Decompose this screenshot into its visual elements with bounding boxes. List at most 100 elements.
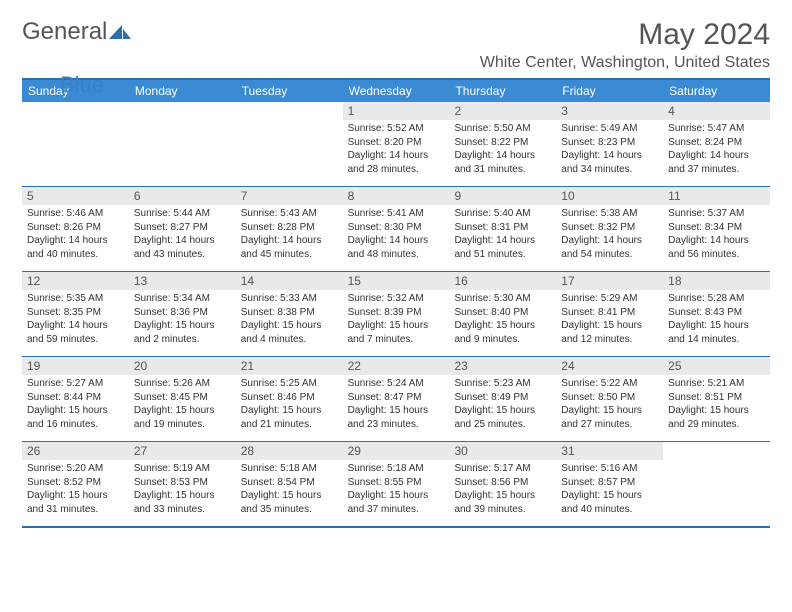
day-cell: 24Sunrise: 5:22 AMSunset: 8:50 PMDayligh…	[556, 357, 663, 441]
sunset-text: Sunset: 8:52 PM	[27, 476, 124, 490]
week-row: 26Sunrise: 5:20 AMSunset: 8:52 PMDayligh…	[22, 442, 770, 528]
daylight-text-1: Daylight: 15 hours	[348, 404, 445, 418]
daylight-text-2: and 4 minutes.	[241, 333, 338, 347]
day-body: Sunrise: 5:20 AMSunset: 8:52 PMDaylight:…	[22, 460, 129, 520]
sunset-text: Sunset: 8:32 PM	[561, 221, 658, 235]
sunrise-text: Sunrise: 5:37 AM	[668, 207, 765, 221]
daylight-text-2: and 54 minutes.	[561, 248, 658, 262]
day-number: 18	[663, 272, 770, 290]
daylight-text-2: and 40 minutes.	[27, 248, 124, 262]
day-body: Sunrise: 5:22 AMSunset: 8:50 PMDaylight:…	[556, 375, 663, 435]
daylight-text-2: and 35 minutes.	[241, 503, 338, 517]
day-body: Sunrise: 5:24 AMSunset: 8:47 PMDaylight:…	[343, 375, 450, 435]
daylight-text-1: Daylight: 14 hours	[27, 319, 124, 333]
daylight-text-2: and 2 minutes.	[134, 333, 231, 347]
day-body: Sunrise: 5:23 AMSunset: 8:49 PMDaylight:…	[449, 375, 556, 435]
day-number: 26	[22, 442, 129, 460]
daylight-text-1: Daylight: 14 hours	[348, 149, 445, 163]
daylight-text-2: and 19 minutes.	[134, 418, 231, 432]
day-number: 29	[343, 442, 450, 460]
day-cell: 2Sunrise: 5:50 AMSunset: 8:22 PMDaylight…	[449, 102, 556, 186]
sunrise-text: Sunrise: 5:49 AM	[561, 122, 658, 136]
sunrise-text: Sunrise: 5:52 AM	[348, 122, 445, 136]
day-cell: 28Sunrise: 5:18 AMSunset: 8:54 PMDayligh…	[236, 442, 343, 526]
sunrise-text: Sunrise: 5:26 AM	[134, 377, 231, 391]
sunrise-text: Sunrise: 5:18 AM	[241, 462, 338, 476]
day-empty	[22, 102, 129, 186]
sunrise-text: Sunrise: 5:34 AM	[134, 292, 231, 306]
day-body: Sunrise: 5:18 AMSunset: 8:54 PMDaylight:…	[236, 460, 343, 520]
day-empty	[236, 102, 343, 186]
daylight-text-2: and 37 minutes.	[348, 503, 445, 517]
day-number: 27	[129, 442, 236, 460]
week-row: 19Sunrise: 5:27 AMSunset: 8:44 PMDayligh…	[22, 357, 770, 442]
day-number: 5	[22, 187, 129, 205]
daylight-text-1: Daylight: 14 hours	[668, 149, 765, 163]
sunset-text: Sunset: 8:36 PM	[134, 306, 231, 320]
daylight-text-2: and 25 minutes.	[454, 418, 551, 432]
day-number: 20	[129, 357, 236, 375]
dayname-wednesday: Wednesday	[343, 80, 450, 102]
daylight-text-2: and 9 minutes.	[454, 333, 551, 347]
daylight-text-1: Daylight: 15 hours	[668, 319, 765, 333]
sunset-text: Sunset: 8:40 PM	[454, 306, 551, 320]
dayname-tuesday: Tuesday	[236, 80, 343, 102]
daylight-text-1: Daylight: 14 hours	[134, 234, 231, 248]
day-empty	[129, 102, 236, 186]
daylight-text-1: Daylight: 14 hours	[348, 234, 445, 248]
day-body: Sunrise: 5:27 AMSunset: 8:44 PMDaylight:…	[22, 375, 129, 435]
dayname-monday: Monday	[129, 80, 236, 102]
week-row: 5Sunrise: 5:46 AMSunset: 8:26 PMDaylight…	[22, 187, 770, 272]
daylight-text-2: and 51 minutes.	[454, 248, 551, 262]
daylight-text-2: and 45 minutes.	[241, 248, 338, 262]
day-body: Sunrise: 5:19 AMSunset: 8:53 PMDaylight:…	[129, 460, 236, 520]
daylight-text-1: Daylight: 15 hours	[134, 489, 231, 503]
day-body: Sunrise: 5:16 AMSunset: 8:57 PMDaylight:…	[556, 460, 663, 520]
sunrise-text: Sunrise: 5:19 AM	[134, 462, 231, 476]
day-cell: 9Sunrise: 5:40 AMSunset: 8:31 PMDaylight…	[449, 187, 556, 271]
sunrise-text: Sunrise: 5:50 AM	[454, 122, 551, 136]
daylight-text-1: Daylight: 14 hours	[561, 234, 658, 248]
daylight-text-1: Daylight: 14 hours	[454, 149, 551, 163]
sunset-text: Sunset: 8:53 PM	[134, 476, 231, 490]
daylight-text-1: Daylight: 15 hours	[134, 319, 231, 333]
day-cell: 19Sunrise: 5:27 AMSunset: 8:44 PMDayligh…	[22, 357, 129, 441]
day-body: Sunrise: 5:43 AMSunset: 8:28 PMDaylight:…	[236, 205, 343, 265]
day-number: 15	[343, 272, 450, 290]
sunset-text: Sunset: 8:44 PM	[27, 391, 124, 405]
day-number: 11	[663, 187, 770, 205]
day-number	[236, 102, 343, 120]
day-number: 3	[556, 102, 663, 120]
daylight-text-1: Daylight: 15 hours	[241, 404, 338, 418]
day-number: 13	[129, 272, 236, 290]
sunset-text: Sunset: 8:51 PM	[668, 391, 765, 405]
sunset-text: Sunset: 8:24 PM	[668, 136, 765, 150]
daylight-text-1: Daylight: 15 hours	[454, 489, 551, 503]
day-cell: 25Sunrise: 5:21 AMSunset: 8:51 PMDayligh…	[663, 357, 770, 441]
day-cell: 6Sunrise: 5:44 AMSunset: 8:27 PMDaylight…	[129, 187, 236, 271]
day-number: 22	[343, 357, 450, 375]
sunset-text: Sunset: 8:49 PM	[454, 391, 551, 405]
day-number: 6	[129, 187, 236, 205]
sunrise-text: Sunrise: 5:33 AM	[241, 292, 338, 306]
sunset-text: Sunset: 8:28 PM	[241, 221, 338, 235]
day-cell: 14Sunrise: 5:33 AMSunset: 8:38 PMDayligh…	[236, 272, 343, 356]
day-number: 16	[449, 272, 556, 290]
day-number: 31	[556, 442, 663, 460]
sunset-text: Sunset: 8:45 PM	[134, 391, 231, 405]
day-number: 7	[236, 187, 343, 205]
sunset-text: Sunset: 8:57 PM	[561, 476, 658, 490]
daylight-text-2: and 33 minutes.	[134, 503, 231, 517]
day-number: 1	[343, 102, 450, 120]
day-number: 23	[449, 357, 556, 375]
sunrise-text: Sunrise: 5:27 AM	[27, 377, 124, 391]
sunset-text: Sunset: 8:26 PM	[27, 221, 124, 235]
day-body: Sunrise: 5:49 AMSunset: 8:23 PMDaylight:…	[556, 120, 663, 180]
sunset-text: Sunset: 8:30 PM	[348, 221, 445, 235]
calendar-body: 1Sunrise: 5:52 AMSunset: 8:20 PMDaylight…	[22, 102, 770, 528]
daylight-text-2: and 37 minutes.	[668, 163, 765, 177]
sunrise-text: Sunrise: 5:25 AM	[241, 377, 338, 391]
day-cell: 4Sunrise: 5:47 AMSunset: 8:24 PMDaylight…	[663, 102, 770, 186]
day-cell: 18Sunrise: 5:28 AMSunset: 8:43 PMDayligh…	[663, 272, 770, 356]
day-body: Sunrise: 5:50 AMSunset: 8:22 PMDaylight:…	[449, 120, 556, 180]
